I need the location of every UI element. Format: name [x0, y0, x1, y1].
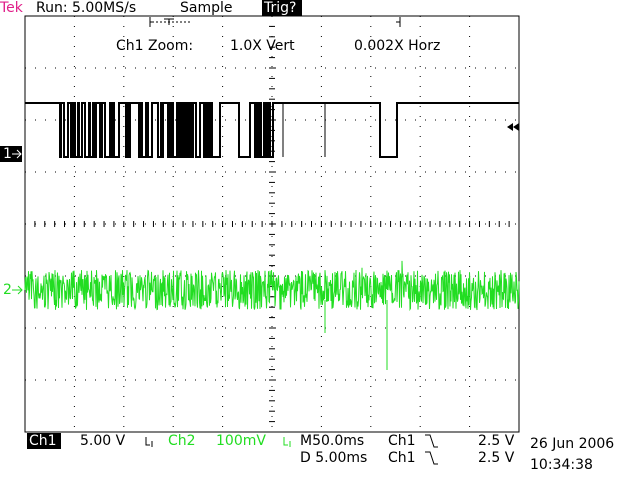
ch1-marker: 1: [3, 146, 12, 162]
trig-source: Ch1: [388, 433, 416, 449]
ch1-marker-box: [0, 146, 22, 162]
date: 26 Jun 2006: [530, 436, 614, 452]
ch2-trace: [24, 260, 520, 312]
delay: D 5.00ms: [300, 450, 367, 466]
falling-edge-icon: [425, 451, 438, 465]
waveforms: [24, 102, 520, 370]
ch1-label-box: [27, 433, 61, 449]
brand: Tek: [0, 0, 24, 16]
ch1-trace: [25, 102, 519, 158]
record-bracket: [149, 17, 401, 27]
run-status: Run: 5.00MS/s: [36, 0, 136, 16]
delay-source: Ch1: [388, 450, 416, 466]
ch1-marker-arrow: [12, 149, 22, 159]
zoom-horizontal: 0.002X Horz: [354, 38, 440, 54]
trigger-level-marker: [507, 123, 519, 131]
ch1-label: Ch1: [29, 433, 57, 449]
acq-mode: Sample: [180, 0, 233, 16]
bw-icon: [145, 437, 153, 447]
delay-level: 2.5 V: [478, 450, 515, 466]
zoom-label: Ch1 Zoom:: [116, 38, 193, 54]
falling-edge-icon: [425, 434, 438, 448]
trig-box: [262, 0, 302, 16]
ch2-marker-arrow: [12, 285, 23, 295]
trigger-status: Trig?: [263, 0, 296, 16]
trig-level: 2.5 V: [478, 433, 515, 449]
ch1-scale: 5.00 V: [80, 433, 126, 449]
ch2-marker: 2: [3, 282, 12, 298]
ch2-scale: 100mV: [216, 433, 266, 449]
timebase: M50.0ms: [300, 433, 364, 449]
ch2-label: Ch2: [168, 433, 196, 449]
zoom-vertical: 1.0X Vert: [230, 38, 295, 54]
time: 10:34:38: [530, 457, 593, 473]
bw-icon: [283, 437, 291, 447]
